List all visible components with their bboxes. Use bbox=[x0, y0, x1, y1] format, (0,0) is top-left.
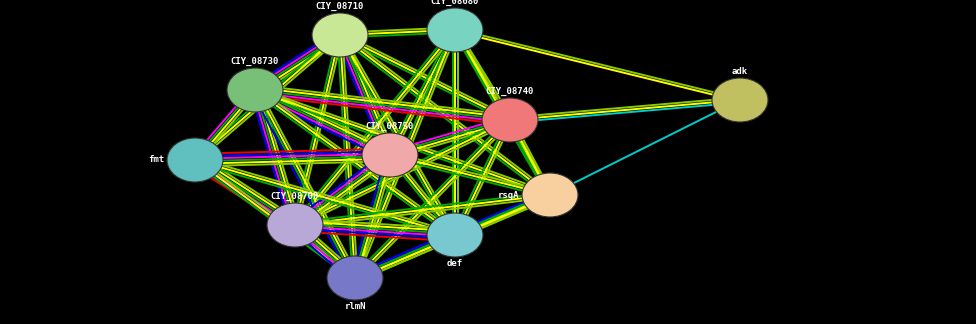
Ellipse shape bbox=[712, 78, 768, 122]
Text: CIY_08680: CIY_08680 bbox=[430, 0, 479, 6]
Ellipse shape bbox=[227, 68, 283, 112]
Ellipse shape bbox=[522, 173, 578, 217]
Ellipse shape bbox=[427, 8, 483, 52]
Ellipse shape bbox=[327, 256, 383, 300]
Text: fmt: fmt bbox=[148, 156, 164, 165]
Ellipse shape bbox=[482, 98, 538, 142]
Text: CIY_08730: CIY_08730 bbox=[230, 57, 279, 66]
Ellipse shape bbox=[427, 213, 483, 257]
Text: rlmN: rlmN bbox=[345, 302, 366, 311]
Ellipse shape bbox=[167, 138, 223, 182]
Text: CIY_08750: CIY_08750 bbox=[366, 122, 414, 131]
Text: CIY_08700: CIY_08700 bbox=[270, 192, 319, 201]
Ellipse shape bbox=[362, 133, 418, 177]
Text: CIY_08710: CIY_08710 bbox=[316, 2, 364, 11]
Text: def: def bbox=[447, 259, 463, 268]
Text: adk: adk bbox=[732, 67, 748, 76]
Text: CIY_08740: CIY_08740 bbox=[486, 87, 534, 96]
Ellipse shape bbox=[267, 203, 323, 247]
Text: rsgA: rsgA bbox=[498, 191, 519, 200]
Ellipse shape bbox=[312, 13, 368, 57]
